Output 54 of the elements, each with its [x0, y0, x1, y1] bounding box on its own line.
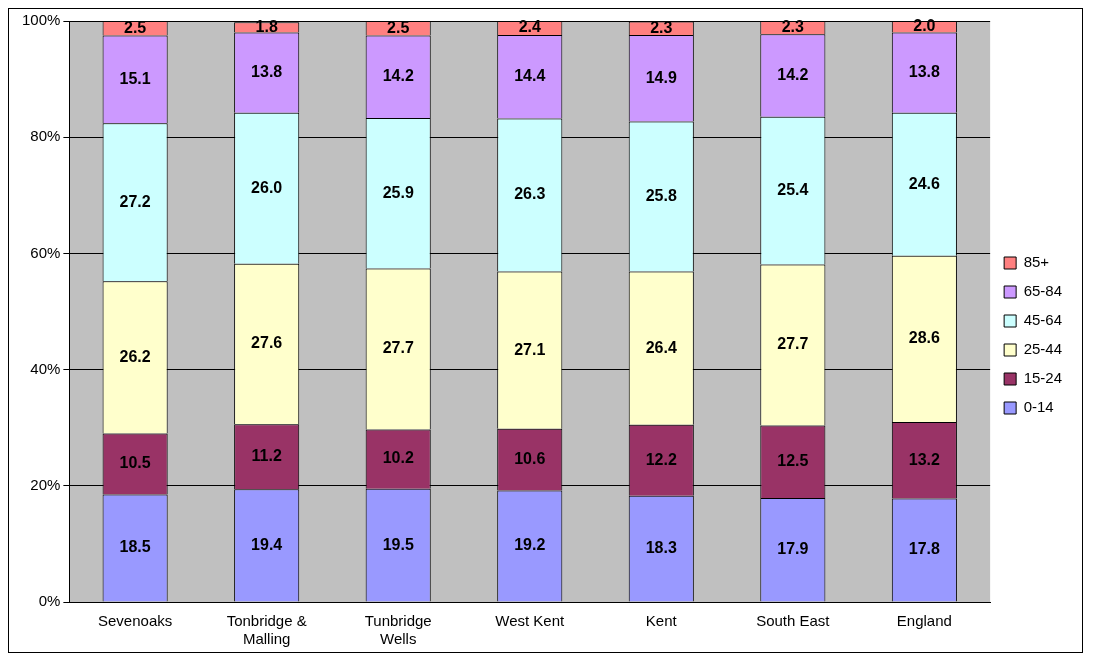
- x-tick-label: Kent: [645, 612, 678, 630]
- data-label: 10.5: [119, 454, 151, 472]
- data-label: 13.8: [251, 63, 283, 81]
- data-label: 27.7: [777, 335, 809, 353]
- data-label: 18.3: [645, 538, 677, 556]
- data-label: 27.6: [251, 334, 283, 352]
- data-label: 10.2: [382, 449, 414, 467]
- data-label: 14.2: [777, 66, 809, 84]
- y-tick-label: 40%: [30, 359, 61, 377]
- data-label: 27.1: [514, 340, 546, 358]
- data-label: 24.6: [908, 174, 941, 192]
- data-label: 17.8: [908, 540, 941, 558]
- data-label: 27.7: [382, 339, 414, 357]
- legend-label: 25-44: [1023, 340, 1063, 358]
- legend-label: 65-84: [1023, 282, 1063, 300]
- y-tick-label: 0%: [38, 592, 61, 610]
- data-label: 26.4: [645, 338, 677, 356]
- data-label: 10.6: [514, 450, 546, 468]
- y-tick-label: 80%: [30, 127, 61, 145]
- data-label: 15.1: [119, 69, 151, 87]
- legend-label: 15-24: [1023, 369, 1063, 387]
- data-label: 12.5: [777, 452, 809, 470]
- data-label: 19.4: [251, 535, 283, 553]
- x-tick-label: Tunbridge Wells: [364, 612, 432, 648]
- data-label: 13.8: [908, 63, 941, 81]
- x-tick-label: Tonbridge & Malling: [226, 612, 307, 648]
- data-label: 26.2: [119, 347, 151, 365]
- data-label: 14.9: [645, 68, 677, 86]
- y-tick-label: 20%: [30, 475, 61, 493]
- x-tick-label: South East: [756, 612, 831, 630]
- data-label: 25.8: [645, 186, 677, 204]
- x-tick-label: West Kent: [495, 612, 566, 630]
- legend-label: 85+: [1023, 253, 1050, 271]
- y-tick-label: 60%: [30, 243, 61, 261]
- data-label: 18.5: [119, 538, 151, 556]
- legend-label: 0-14: [1023, 398, 1054, 416]
- data-label: 25.4: [777, 181, 809, 199]
- data-label: 14.4: [514, 67, 546, 85]
- data-label: 28.6: [908, 329, 941, 347]
- data-label: 12.2: [645, 450, 677, 468]
- data-label: 11.2: [251, 447, 282, 465]
- x-tick-label: England: [896, 612, 952, 630]
- data-label: 26.0: [251, 178, 283, 196]
- data-label: 27.2: [119, 192, 151, 210]
- data-label: 26.3: [514, 185, 546, 203]
- data-label: 19.2: [514, 536, 546, 554]
- legend-label: 45-64: [1023, 311, 1063, 329]
- x-tick-label: Sevenoaks: [98, 612, 173, 630]
- data-label: 14.2: [382, 67, 414, 85]
- data-label: 25.9: [382, 183, 414, 201]
- data-label: 13.2: [908, 450, 941, 468]
- data-label: 17.9: [777, 540, 809, 558]
- y-tick-label: 100%: [21, 11, 61, 29]
- data-label: 19.5: [382, 535, 414, 553]
